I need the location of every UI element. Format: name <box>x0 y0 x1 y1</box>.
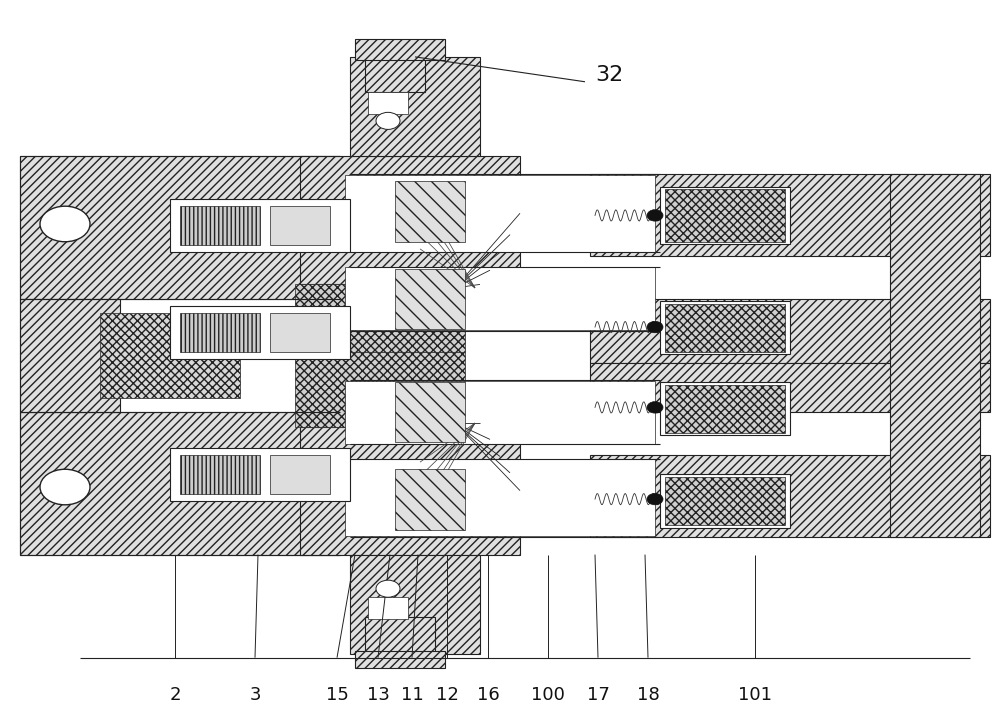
Bar <box>395 382 465 442</box>
Bar <box>170 199 350 252</box>
Bar <box>345 381 655 444</box>
Bar <box>355 651 445 668</box>
Bar <box>345 175 655 252</box>
Circle shape <box>647 321 663 333</box>
Bar <box>270 455 330 494</box>
Bar <box>350 57 480 156</box>
Text: 13: 13 <box>367 686 389 704</box>
Bar <box>295 352 465 427</box>
Bar <box>345 267 655 330</box>
Circle shape <box>647 493 663 505</box>
Bar <box>20 156 340 299</box>
Bar <box>395 181 465 242</box>
Bar <box>345 459 655 536</box>
Bar <box>180 206 260 245</box>
Circle shape <box>647 402 663 413</box>
Bar <box>365 617 435 653</box>
Bar <box>20 299 120 412</box>
Bar <box>890 174 980 537</box>
Circle shape <box>40 206 90 242</box>
Circle shape <box>647 210 663 221</box>
Text: 12: 12 <box>436 686 458 704</box>
Bar <box>355 39 445 60</box>
Text: 3: 3 <box>249 686 261 704</box>
Bar <box>665 385 785 433</box>
Bar <box>660 187 790 244</box>
Bar <box>660 474 790 528</box>
Text: 15: 15 <box>326 686 348 704</box>
Bar <box>660 301 790 354</box>
Bar <box>295 284 465 352</box>
Bar <box>300 156 520 284</box>
Bar <box>660 382 790 435</box>
Bar <box>300 427 520 555</box>
Text: 16: 16 <box>477 686 499 704</box>
Bar <box>270 206 330 245</box>
Text: 100: 100 <box>531 686 565 704</box>
Bar <box>590 363 990 412</box>
Bar <box>365 57 425 92</box>
Circle shape <box>40 469 90 505</box>
Bar <box>170 306 350 359</box>
Bar <box>170 448 350 501</box>
Circle shape <box>376 580 400 597</box>
Bar <box>665 477 785 525</box>
Bar <box>590 455 990 537</box>
Bar <box>395 269 465 329</box>
Bar <box>350 555 480 654</box>
Text: 11: 11 <box>401 686 423 704</box>
Text: 17: 17 <box>587 686 609 704</box>
Bar <box>368 92 408 114</box>
Bar <box>368 597 408 619</box>
Bar <box>665 304 785 352</box>
Bar <box>100 313 240 398</box>
Bar <box>180 313 260 352</box>
Bar <box>20 412 340 555</box>
Bar <box>180 455 260 494</box>
Circle shape <box>376 112 400 129</box>
Bar <box>270 313 330 352</box>
Bar <box>590 299 990 363</box>
Text: 2: 2 <box>169 686 181 704</box>
Bar <box>665 189 785 242</box>
Bar <box>590 174 990 256</box>
Text: 18: 18 <box>637 686 659 704</box>
Text: 101: 101 <box>738 686 772 704</box>
Bar <box>395 469 465 530</box>
Text: 32: 32 <box>595 65 623 85</box>
